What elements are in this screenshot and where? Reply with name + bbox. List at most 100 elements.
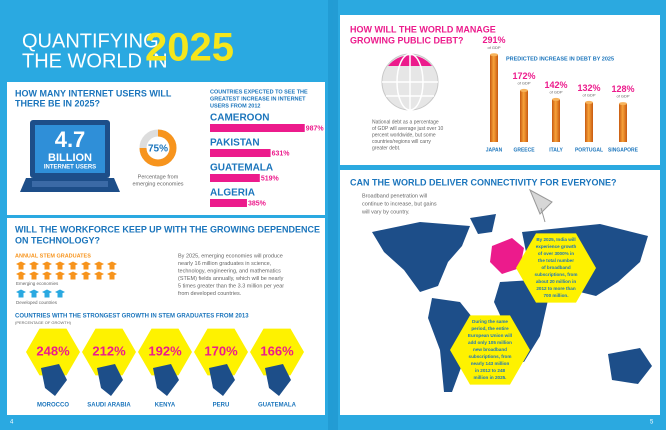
- chart-heading: PREDICTED INCREASE IN DEBT BY 2025: [506, 56, 614, 62]
- grad-head: [18, 275, 24, 280]
- note-text: experience growth: [536, 244, 577, 249]
- fold: [328, 0, 338, 430]
- country-shape: [41, 364, 67, 396]
- grad-cap: [29, 261, 39, 267]
- paragraph: of GDP will average just over 10: [372, 126, 444, 132]
- section-heading: CAN THE WORLD DELIVER CONNECTIVITY FOR E…: [350, 177, 617, 187]
- grad-head: [109, 265, 115, 270]
- grad-head: [44, 275, 50, 280]
- grad-cap: [55, 261, 65, 267]
- grad-head: [70, 275, 76, 280]
- users-number: 4.7: [55, 127, 86, 152]
- section-heading: THERE BE IN 2025?: [15, 98, 100, 108]
- country-name: KENYA: [155, 403, 176, 409]
- laptop-keys: [32, 181, 108, 187]
- grad-cap: [94, 261, 104, 267]
- grad-head: [83, 265, 89, 270]
- bar-label: 172%: [512, 71, 535, 81]
- grad-head: [18, 265, 24, 270]
- country-shape: [209, 364, 235, 396]
- growth-hexagon: [194, 328, 248, 376]
- note-text: about 20 million in: [536, 279, 577, 284]
- grad-cap: [68, 271, 78, 277]
- page-title: THE WORLD IN: [22, 50, 168, 72]
- chart-heading: GREATEST INCREASE IN INTERNET: [210, 96, 306, 102]
- legend-label: Emerging economies: [16, 281, 59, 286]
- grad-head: [44, 265, 50, 270]
- note-text: new broadband: [473, 347, 507, 352]
- section-heading: ON TECHNOLOGY?: [15, 235, 100, 245]
- bar: [210, 149, 271, 157]
- paragraph: nearly 16 million graduates in science,: [178, 261, 272, 267]
- grad-head: [31, 293, 37, 298]
- grad-head: [31, 265, 37, 270]
- bar-label: 132%: [577, 83, 600, 93]
- legend-label: Developed countries: [16, 300, 58, 305]
- note-text: During the same: [472, 319, 508, 324]
- grad-cap: [94, 271, 104, 277]
- bar-label: 519%: [261, 175, 280, 182]
- bar-label: 385%: [248, 200, 267, 207]
- grad-cap: [29, 289, 39, 295]
- paragraph: (STEM) fields annually, which will be ne…: [178, 276, 284, 282]
- grad-head: [96, 275, 102, 280]
- grad-cap: [81, 271, 91, 277]
- country-shape: [265, 364, 291, 396]
- grad-cap: [29, 271, 39, 277]
- paragraph: National debt as a percentage: [372, 119, 439, 125]
- note-text: subscriptions, from: [535, 272, 578, 277]
- donut-caption: Percentage from: [138, 174, 179, 180]
- grad-head: [70, 265, 76, 270]
- bar-label: 987%: [306, 125, 325, 132]
- grad-head: [18, 293, 24, 298]
- paragraph: percent worldwide, but some: [372, 132, 436, 138]
- bar-top: [619, 102, 627, 106]
- note-text: nearly 143 million: [471, 361, 510, 366]
- note-text: million in 2025.: [474, 375, 507, 380]
- bar-unit: of GDP: [517, 80, 530, 85]
- growth-value: 248%: [36, 343, 70, 358]
- country-name: CAMEROON: [210, 113, 269, 124]
- paragraph: technology, engineering, and mathematics: [178, 268, 281, 274]
- debt-bar: [585, 102, 593, 142]
- note-hexagon: [450, 315, 530, 385]
- bar: [210, 124, 305, 132]
- bar-label: 631%: [272, 150, 291, 157]
- grad-head: [57, 265, 63, 270]
- country-name: SINGAPORE: [608, 147, 639, 153]
- grad-head: [83, 275, 89, 280]
- bar-unit: of GDP: [549, 89, 562, 94]
- bar: [210, 174, 260, 182]
- grad-cap: [42, 289, 52, 295]
- debt-bar: [552, 99, 560, 142]
- country-shape: [153, 364, 179, 396]
- note-text: By 2025, India will: [536, 237, 575, 242]
- note-text: 2012 to more than: [536, 286, 576, 291]
- paragraph: continue to increase, but gains: [362, 201, 437, 207]
- note-hexagon: [516, 233, 596, 303]
- section-heading: HOW WILL THE WORLD MANAGE: [350, 24, 496, 34]
- grad-cap: [107, 261, 117, 267]
- bar-top: [490, 53, 498, 57]
- note-text: 700 million.: [543, 293, 568, 298]
- bar-label: 291%: [482, 35, 505, 45]
- grad-head: [57, 275, 63, 280]
- note-text: in 2012 to 248: [475, 368, 506, 373]
- note-text: of broadband: [541, 265, 571, 270]
- bar-unit: of GDP: [616, 94, 629, 99]
- grad-cap: [42, 261, 52, 267]
- growth-hexagon: [138, 328, 192, 376]
- bar-unit: of GDP: [487, 45, 500, 50]
- paragraph: 5 times greater than the 3.3 million per…: [178, 283, 284, 289]
- grad-cap: [55, 271, 65, 277]
- paragraph: Broadband penetration will: [362, 193, 427, 199]
- growth-value: 170%: [204, 343, 238, 358]
- paragraph: from developed countries.: [178, 291, 242, 297]
- paragraph: countries/regions will carry: [372, 139, 431, 145]
- growth-value: 212%: [92, 343, 126, 358]
- grad-head: [57, 293, 63, 298]
- growth-value: 166%: [260, 343, 294, 358]
- note-text: the total number: [538, 258, 574, 263]
- paragraph: greater debt.: [372, 145, 400, 151]
- country-name: GUATEMALA: [210, 163, 273, 174]
